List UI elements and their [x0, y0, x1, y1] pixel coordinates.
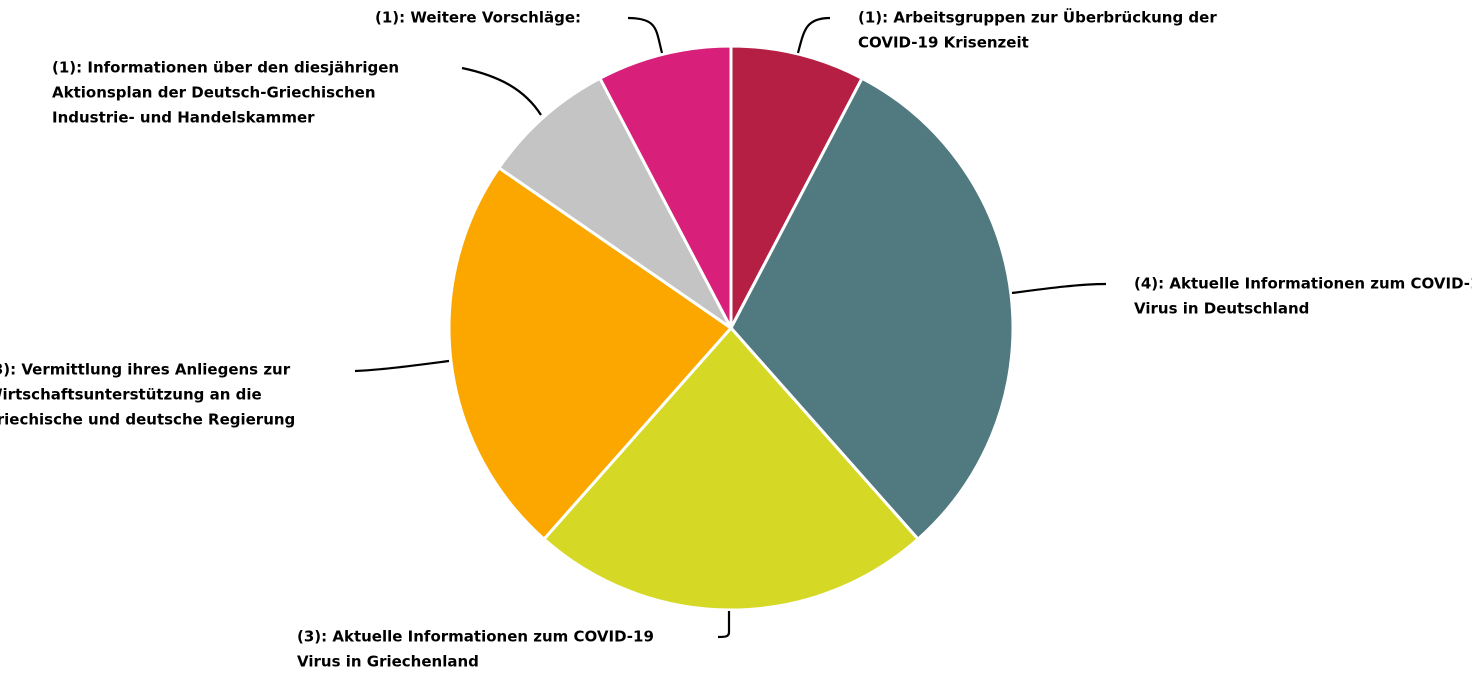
pie-slice: [729, 76, 1015, 542]
slice-label: Aktionsplan der Deutsch-Griechischen: [52, 84, 376, 102]
leader-line: [354, 359, 450, 373]
pie-slice: [541, 325, 921, 612]
slice-label: griechische und deutsche Regierung: [0, 411, 295, 429]
pie-slice: [496, 76, 733, 330]
slice-label: (1): Weitere Vorschläge:: [375, 9, 581, 27]
slice-label: Virus in Griechenland: [297, 653, 479, 671]
leader-line: [461, 66, 542, 116]
leader-line: [1011, 282, 1107, 295]
pie-slice: [447, 165, 734, 542]
leader-line: [796, 16, 831, 54]
slice-label: Virus in Deutschland: [1134, 300, 1309, 318]
leader-line: [627, 16, 664, 54]
slice-label: Industrie- und Handelskammer: [52, 109, 315, 127]
leader-line: [717, 611, 731, 639]
slice-label: (4): Aktuelle Informationen zum COVID-19: [1134, 275, 1472, 293]
slice-label: (3): Vermittlung ihres Anliegens zur: [0, 361, 291, 379]
slice-label: Wirtschaftsunterstützung an die: [0, 386, 262, 404]
pie-slice: [597, 44, 733, 329]
slice-label: (1): Informationen über den diesjährigen: [52, 59, 399, 77]
slice-label: (1): Arbeitsgruppen zur Überbrückung der: [858, 8, 1217, 27]
slice-label: COVID-19 Krisenzeit: [858, 34, 1029, 52]
slice-label: (3): Aktuelle Informationen zum COVID-19: [297, 628, 654, 646]
pie-slice: [729, 44, 865, 329]
